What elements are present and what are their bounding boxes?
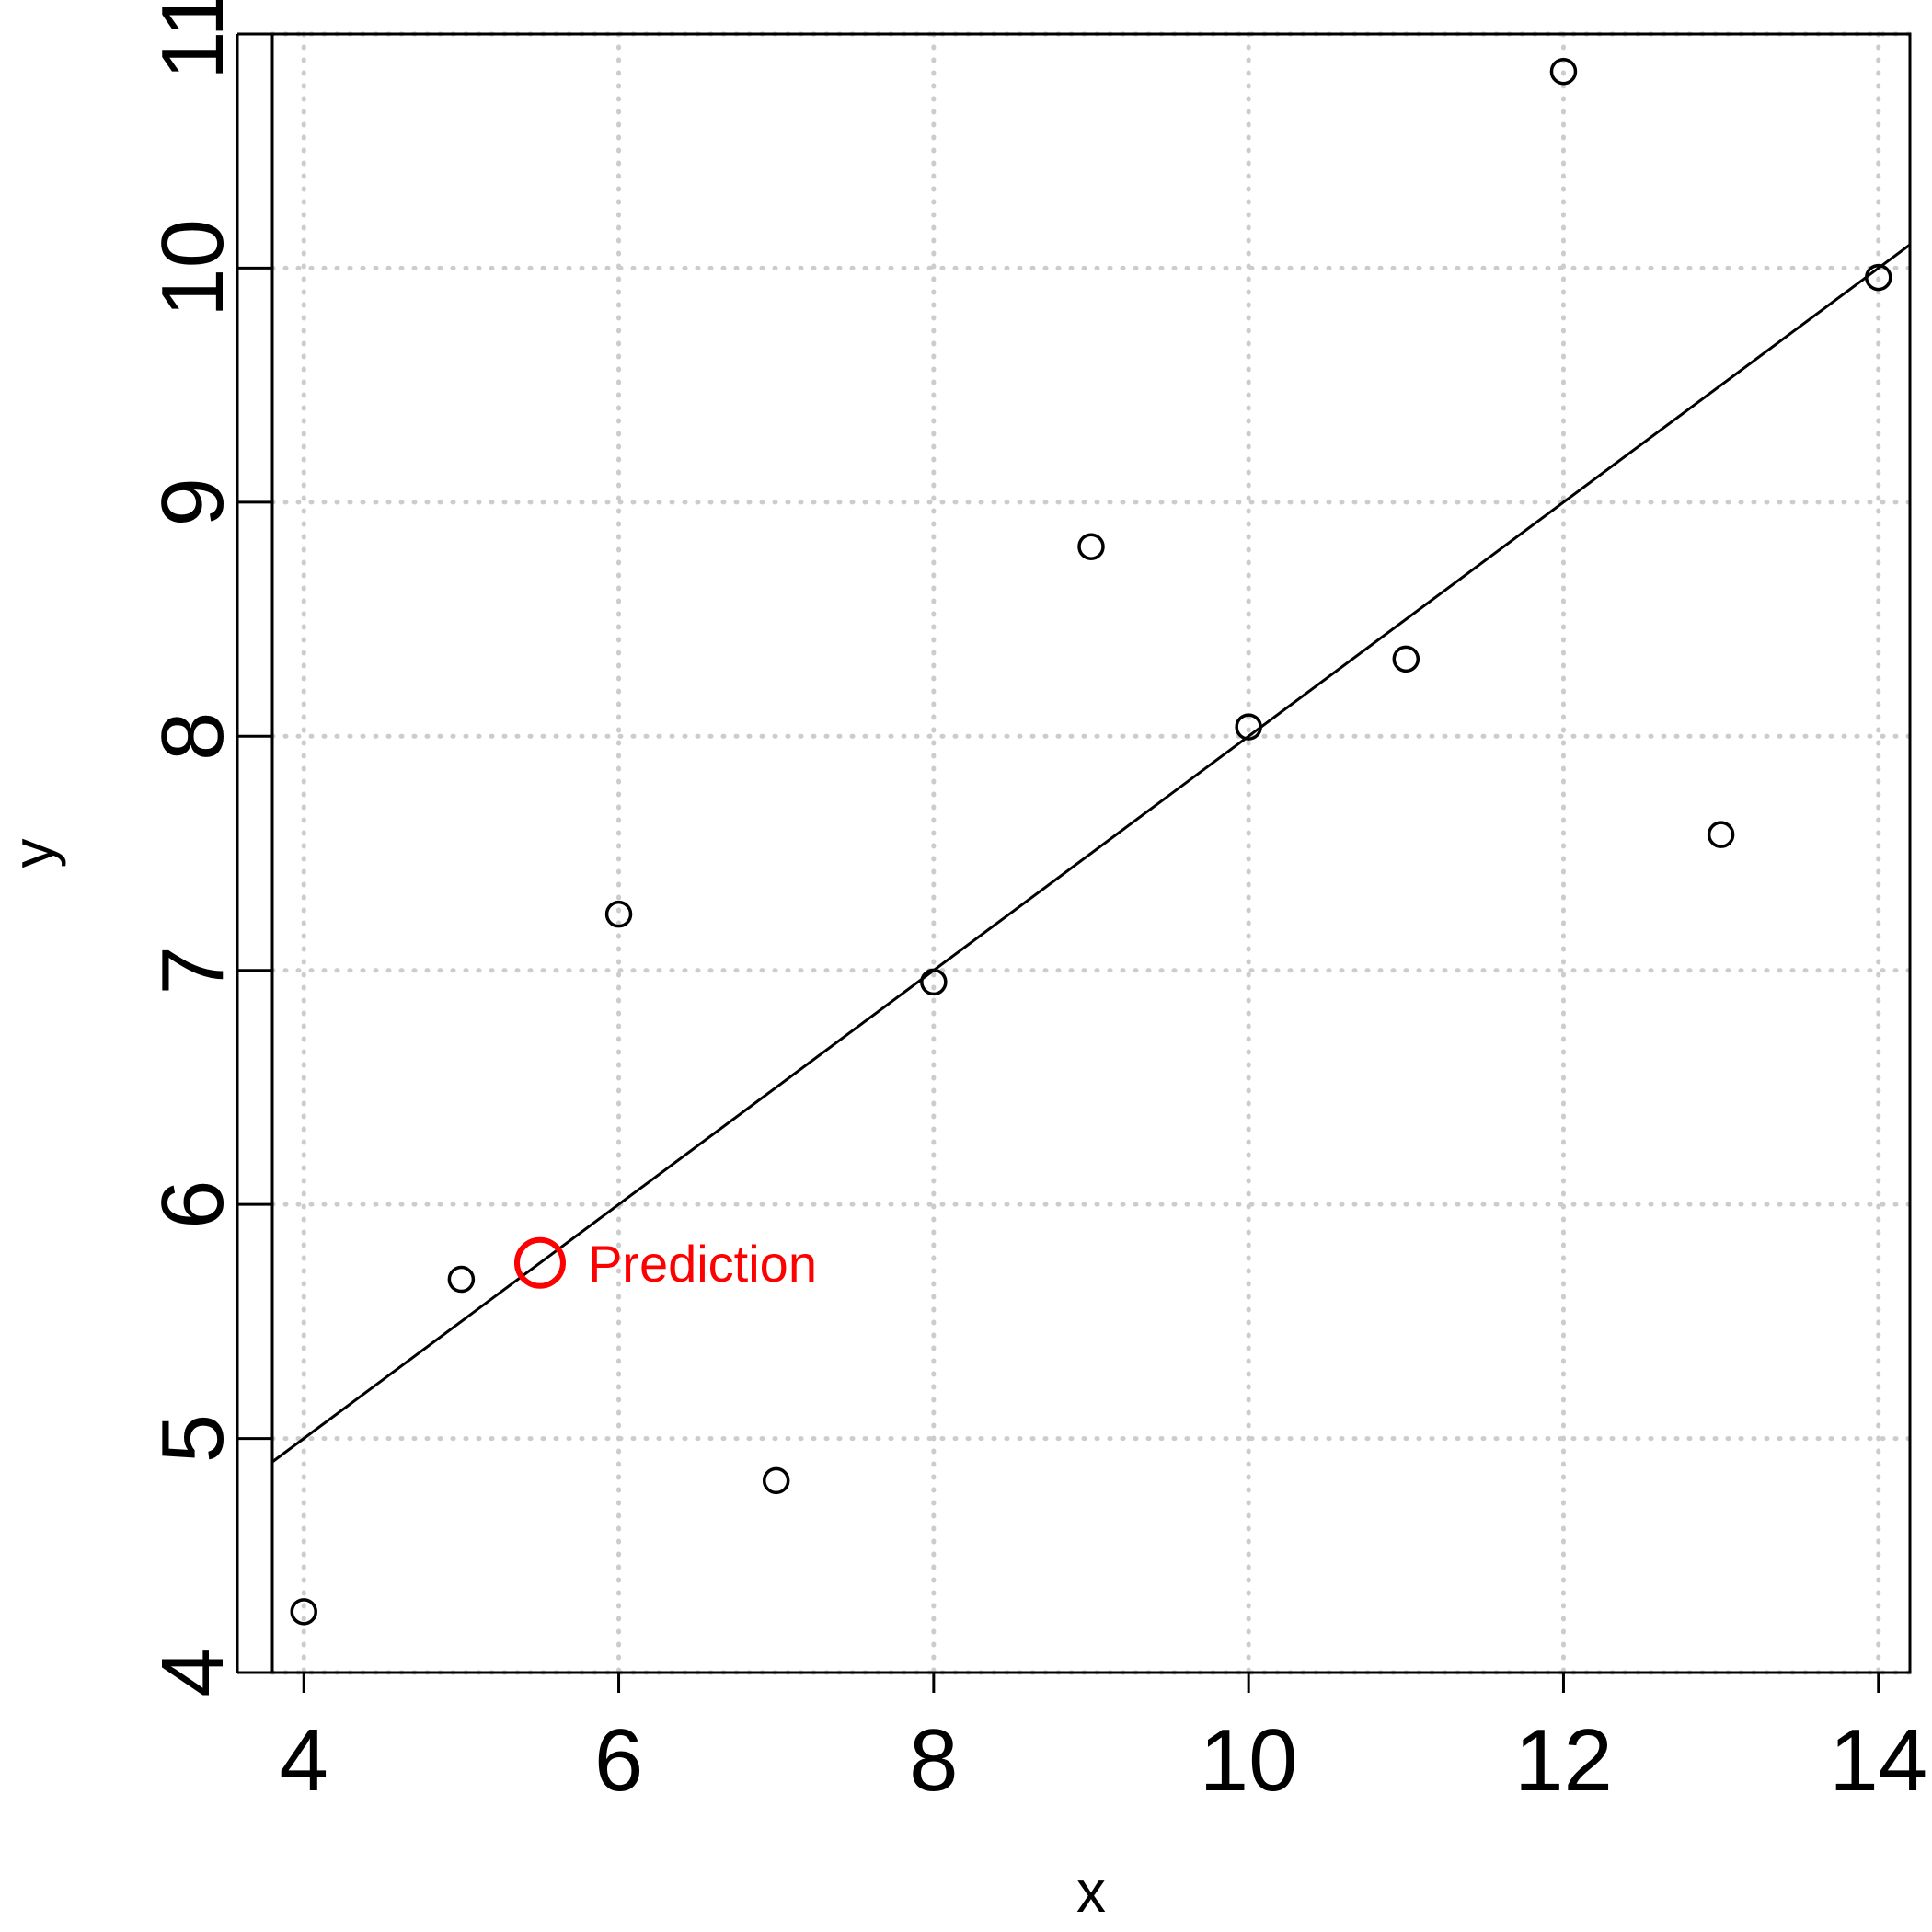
data-point (920, 968, 948, 996)
x-tick-label: 4 (280, 1711, 328, 1810)
prediction-point (513, 1236, 566, 1289)
data-point (447, 1265, 476, 1294)
y-tick-label: 5 (144, 1414, 242, 1463)
x-tick-label: 8 (909, 1711, 958, 1810)
data-point (1549, 57, 1578, 86)
x-tick-label: 12 (1514, 1711, 1613, 1810)
y-tick-label: 4 (144, 1648, 242, 1696)
y-tick-label: 8 (144, 712, 242, 761)
x-axis-title: x (1076, 1858, 1106, 1925)
y-tick-label: 10 (144, 219, 242, 317)
data-points (290, 57, 1892, 1626)
data-point (1392, 645, 1420, 673)
x-tick-label: 10 (1200, 1711, 1298, 1810)
data-point (290, 1598, 317, 1626)
regression-line-layer (271, 243, 1911, 1464)
regression-line (271, 243, 1911, 1464)
data-point (1707, 821, 1735, 848)
data-point (762, 1466, 790, 1495)
data-point (1077, 533, 1105, 560)
y-tick-label: 9 (144, 477, 242, 526)
y-tick-label: 6 (144, 1179, 242, 1228)
axes: 4 6 8 10 12 14 4 5 6 7 8 9 10 11 (144, 0, 1927, 1810)
x-tick-label: 14 (1829, 1711, 1927, 1810)
x-tick-label: 6 (594, 1711, 643, 1810)
y-tick-label: 11 (144, 0, 242, 80)
data-point (604, 900, 633, 928)
y-axis-title: y (0, 839, 66, 868)
data-point (1235, 713, 1262, 741)
y-tick-label: 7 (144, 946, 242, 995)
prediction-layer: Prediction (513, 1235, 817, 1293)
data-point (1865, 263, 1892, 292)
prediction-label: Prediction (588, 1235, 817, 1293)
